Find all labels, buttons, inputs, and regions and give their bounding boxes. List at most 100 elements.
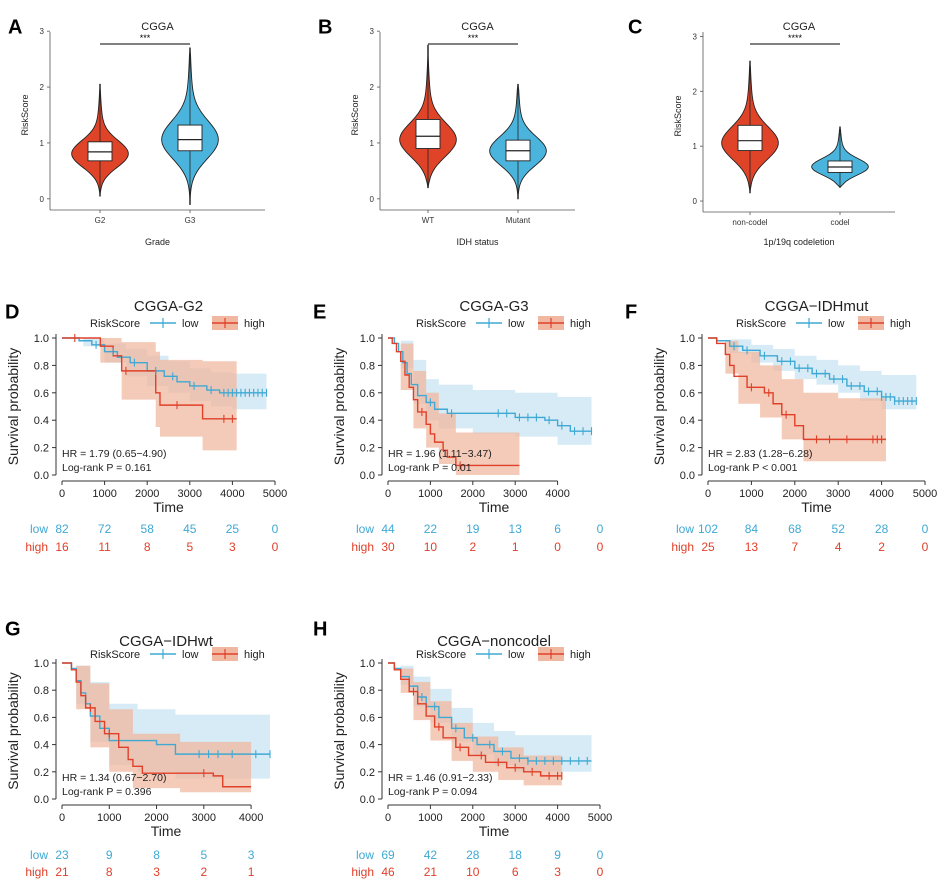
risk-count-high: 16 (55, 540, 69, 554)
risk-count-low: 58 (141, 522, 155, 536)
y-tick-label: 0.6 (360, 388, 375, 400)
x-axis-label: Time (479, 499, 510, 515)
x-tick-label: 0 (385, 488, 391, 500)
risk-count-low: 22 (424, 522, 438, 536)
log-rank-p-text: Log-rank P = 0.094 (388, 786, 478, 798)
x-tick-label: codel (830, 218, 849, 227)
y-tick-label: 0.6 (360, 712, 375, 724)
y-axis-label: Survival probability (331, 672, 347, 790)
chart-title: CGGA−IDHmut (765, 298, 870, 315)
chart-title: CGGA-G3 (459, 298, 528, 315)
y-tick-label: 1 (370, 139, 375, 148)
legend-high-label: high (244, 649, 265, 661)
risk-count-high: 11 (98, 540, 111, 554)
x-tick-label: 0 (385, 812, 391, 824)
risk-table-low-label: low (30, 522, 48, 536)
x-axis-label: 1p/19q codeletion (763, 237, 834, 247)
log-rank-p-text: Log-rank P = 0.161 (62, 462, 152, 474)
y-tick-label: 0.8 (360, 360, 375, 372)
ci-band-high (388, 338, 520, 475)
y-tick-label: 0.4 (680, 415, 695, 427)
y-tick-label: 0.8 (34, 685, 49, 697)
ci-band-high (62, 663, 252, 793)
risk-count-low: 23 (55, 848, 69, 862)
risk-count-high: 7 (791, 540, 798, 554)
x-axis-label: Time (479, 823, 510, 839)
x-tick-label: 3000 (178, 488, 202, 500)
chart-title: CGGA (783, 21, 816, 33)
violin-panel-b: B CGGA IDH status RiskScore 0 1 2 3 *** WT Mutant (318, 17, 575, 247)
ci-band-high (62, 338, 237, 451)
x-tick-label: 2000 (135, 488, 159, 500)
y-tick-label: 1 (693, 142, 698, 151)
y-tick-label: 0.4 (360, 740, 375, 752)
hazard-ratio-text: HR = 1.34 (0.67−2.70) (62, 772, 166, 784)
risk-table-low-label: low (356, 522, 374, 536)
risk-table-high-label: high (351, 540, 374, 554)
risk-count-low: 9 (106, 848, 113, 862)
y-tick-label: 0.8 (34, 360, 49, 372)
y-axis-label: RiskScore (20, 94, 30, 135)
risk-table-high-label: high (351, 865, 374, 879)
x-tick-label: 3000 (503, 812, 527, 824)
risk-table-high-label: high (25, 865, 48, 879)
panel-label: C (628, 17, 642, 39)
y-tick-label: 0.2 (360, 443, 375, 455)
panel-label: F (625, 302, 637, 324)
risk-count-high: 25 (701, 540, 715, 554)
y-tick-label: 0.6 (680, 388, 695, 400)
y-tick-label: 0.8 (360, 685, 375, 697)
chart-title: CGGA−noncodel (437, 633, 551, 650)
risk-count-high: 1 (248, 865, 255, 879)
y-tick-label: 0 (40, 195, 45, 204)
y-axis-label: Survival probability (331, 348, 347, 466)
legend-title: RiskScore (736, 318, 786, 330)
risk-count-low: 82 (55, 522, 69, 536)
chart-title: CGGA (141, 21, 174, 33)
y-tick-label: 0.0 (360, 470, 375, 482)
risk-table-low-label: low (356, 848, 374, 862)
risk-count-low: 45 (183, 522, 197, 536)
legend-title: RiskScore (90, 318, 140, 330)
risk-count-high: 21 (424, 865, 438, 879)
x-tick-label: 0 (59, 488, 65, 500)
x-tick-label: 2000 (144, 812, 168, 824)
y-tick-label: 2 (693, 87, 698, 96)
risk-count-high: 2 (200, 865, 207, 879)
risk-count-low: 68 (788, 522, 802, 536)
y-tick-label: 0.4 (34, 740, 49, 752)
risk-count-high: 30 (381, 540, 395, 554)
x-tick-label: 4000 (869, 488, 893, 500)
x-tick-label: 0 (59, 812, 65, 824)
risk-table-low-label: low (676, 522, 694, 536)
survival-curve-low (388, 662, 592, 762)
y-tick-label: 2 (40, 83, 45, 92)
x-axis-label: Grade (145, 237, 170, 247)
ci-band-high (708, 338, 886, 462)
legend-title: RiskScore (416, 649, 466, 661)
y-tick-label: 0.4 (360, 415, 375, 427)
risk-count-low: 0 (597, 848, 604, 862)
risk-count-low: 52 (832, 522, 846, 536)
risk-count-high: 2 (878, 540, 885, 554)
y-axis-label: RiskScore (673, 95, 683, 136)
y-axis-label: Survival probability (5, 672, 21, 790)
survival-curve-high (388, 337, 520, 467)
y-tick-label: 0.0 (34, 794, 49, 806)
risk-count-high: 0 (922, 540, 929, 554)
risk-count-low: 19 (466, 522, 480, 536)
risk-count-high: 46 (381, 865, 395, 879)
y-tick-label: 1.0 (34, 658, 49, 670)
significance-label: **** (788, 33, 803, 43)
y-tick-label: 0.0 (34, 470, 49, 482)
x-tick-label: 5000 (263, 488, 287, 500)
risk-table-high-label: high (671, 540, 694, 554)
risk-count-high: 1 (512, 540, 519, 554)
x-tick-label: 4000 (220, 488, 244, 500)
risk-count-low: 8 (153, 848, 160, 862)
x-tick-label: 1000 (97, 812, 121, 824)
legend-title: RiskScore (416, 318, 466, 330)
x-axis-label: Time (151, 823, 182, 839)
risk-count-high: 0 (597, 865, 604, 879)
